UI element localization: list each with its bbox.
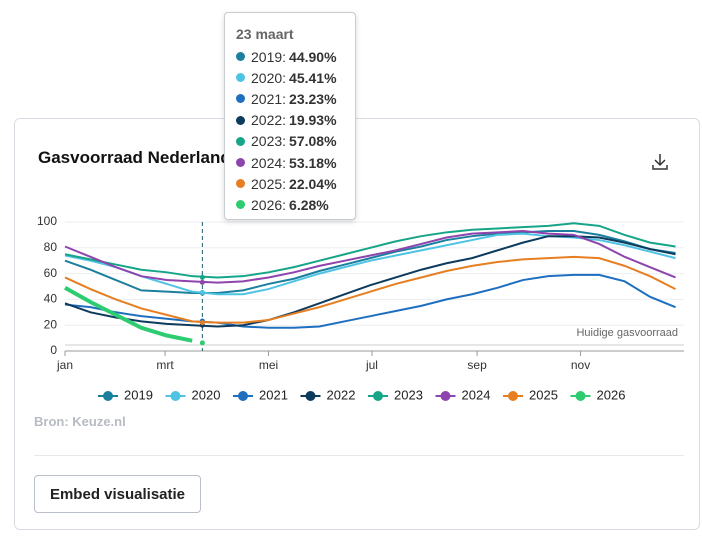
legend-label: 2021 <box>259 387 288 402</box>
tooltip-value: 44.90% <box>289 48 337 65</box>
legend-marker <box>508 391 518 401</box>
tooltip-row: 2025:22.04% <box>236 173 355 194</box>
legend-label: 2026 <box>597 387 626 402</box>
legend-marker <box>373 391 383 401</box>
legend-marker <box>575 391 586 401</box>
annotation: Huidige gasvoorraad <box>576 327 678 339</box>
chart-title: Gasvoorraad Nederland <box>38 148 231 167</box>
series-line <box>64 286 193 343</box>
tooltip-sep: : <box>282 175 287 192</box>
tooltip-series: 2025 <box>251 175 283 192</box>
tooltip-series: 2019 <box>251 48 283 65</box>
embed-button[interactable]: Embed visualisatie <box>34 475 201 513</box>
legend-marker <box>103 391 113 401</box>
tooltip-series: 2026 <box>251 196 283 213</box>
series-line <box>64 235 676 328</box>
tooltip-row: 2022:19.93% <box>236 110 355 131</box>
tooltip-value: 19.93% <box>289 112 337 129</box>
tooltip-value: 22.04% <box>289 175 337 192</box>
legend-marker <box>305 391 316 401</box>
tooltip-marker <box>236 115 245 125</box>
hover-point <box>199 274 205 280</box>
tooltip-marker <box>236 52 245 62</box>
tooltip-value: 53.18% <box>289 154 337 171</box>
tooltip-marker <box>236 200 245 210</box>
legend-label: 2020 <box>192 387 221 402</box>
legend-marker <box>440 391 451 401</box>
card <box>14 118 700 530</box>
legend-marker <box>238 391 248 401</box>
tooltip-series: 2021 <box>251 90 283 107</box>
tooltip-row: 2024:53.18% <box>236 152 355 173</box>
tooltip-series: 2020 <box>251 69 283 86</box>
tooltip-sep: : <box>282 196 287 213</box>
tooltip-value: 57.08% <box>289 133 337 150</box>
tooltip-marker <box>236 158 245 168</box>
y-tick-label: 20 <box>44 317 58 331</box>
tooltip-sep: : <box>282 48 287 65</box>
tooltip: 23 maart 2019:44.90% 2020:45.41% 2021:23.2… <box>224 12 356 220</box>
y-tick-label: 60 <box>44 266 58 280</box>
tooltip-sep: : <box>282 133 287 150</box>
x-tick-label: sep <box>467 358 487 372</box>
x-tick-label: mrt <box>156 358 174 372</box>
hover-point <box>199 340 205 346</box>
y-tick-label: 0 <box>50 343 57 357</box>
tooltip-row: 2020:45.41% <box>236 67 355 88</box>
series-line <box>64 222 676 279</box>
hover-point <box>199 320 205 326</box>
legend-label: 2023 <box>394 387 423 402</box>
x-tick-label: jan <box>56 358 73 372</box>
legend-marker <box>170 391 181 401</box>
legend-label: 2019 <box>124 387 153 402</box>
tooltip-series: 2023 <box>251 133 283 150</box>
tooltip-row: 2023:57.08% <box>236 131 355 152</box>
y-tick-label: 40 <box>44 292 58 306</box>
hover-point <box>199 279 205 285</box>
tooltip-value: 23.23% <box>289 90 337 107</box>
tooltip-marker <box>236 179 245 189</box>
x-tick-label: nov <box>571 358 590 372</box>
tooltip-title: 23 maart <box>236 26 294 42</box>
series-line <box>64 232 676 296</box>
tooltip-sep: : <box>282 69 287 86</box>
series-line <box>64 230 676 284</box>
tooltip-sep: : <box>282 90 287 107</box>
tooltip-marker <box>236 94 245 104</box>
legend-label: 2024 <box>462 387 491 402</box>
series-line <box>64 273 676 329</box>
tooltip-sep: : <box>282 112 287 129</box>
legend-label: 2022 <box>327 387 356 402</box>
tooltip-series: 2024 <box>251 154 283 171</box>
tooltip-sep: : <box>282 154 287 171</box>
x-tick-label: jul <box>365 358 378 372</box>
tooltip-value: 45.41% <box>289 69 337 86</box>
source: Bron: Keuze.nl <box>34 414 126 429</box>
series-line <box>64 230 676 294</box>
hover-point <box>199 289 205 295</box>
tooltip-marker <box>236 73 245 83</box>
tooltip-row: 2019:44.90% <box>236 46 355 67</box>
series-line <box>64 255 676 324</box>
tooltip-series: 2022 <box>251 112 283 129</box>
legend-label: 2025 <box>529 387 558 402</box>
tooltip-marker <box>236 136 245 146</box>
x-tick-label: mei <box>259 358 278 372</box>
tooltip-value: 6.28% <box>289 196 329 213</box>
y-tick-label: 100 <box>37 214 57 228</box>
divider <box>34 455 684 456</box>
download-icon[interactable] <box>652 154 668 170</box>
tooltip-row: 2026:6.28% <box>236 194 355 215</box>
y-tick-label: 80 <box>44 240 58 254</box>
tooltip-row: 2021:23.23% <box>236 88 355 109</box>
